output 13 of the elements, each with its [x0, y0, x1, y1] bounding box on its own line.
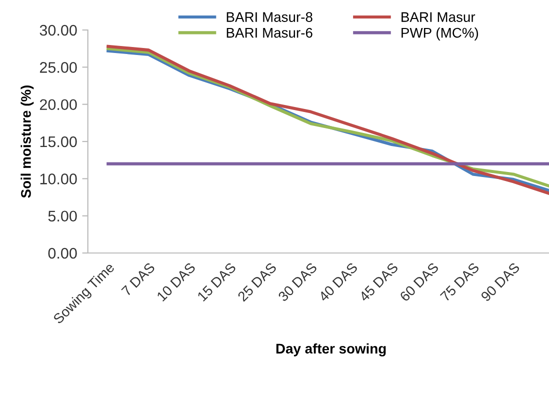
y-axis-title: Soil moisture (%): [20, 85, 34, 198]
legend-label: BARI Masur-6: [226, 28, 312, 38]
y-tick-label: 25.00: [40, 62, 77, 73]
y-tick-label: 10.00: [40, 174, 77, 184]
legend-label: BARI Masur-8: [226, 12, 312, 22]
y-tick-label: 0.00: [48, 248, 77, 259]
legend-label: PWP (MC%): [402, 27, 478, 40]
y-tick-label: 5.00: [48, 210, 77, 222]
y-tick-label: 20.00: [40, 99, 77, 110]
y-tick-label: 15.00: [40, 136, 77, 148]
y-tick-label: 30.00: [40, 24, 77, 36]
x-axis-title: Day after sowing: [276, 343, 386, 356]
legend-label: BARI Masur: [402, 12, 476, 22]
